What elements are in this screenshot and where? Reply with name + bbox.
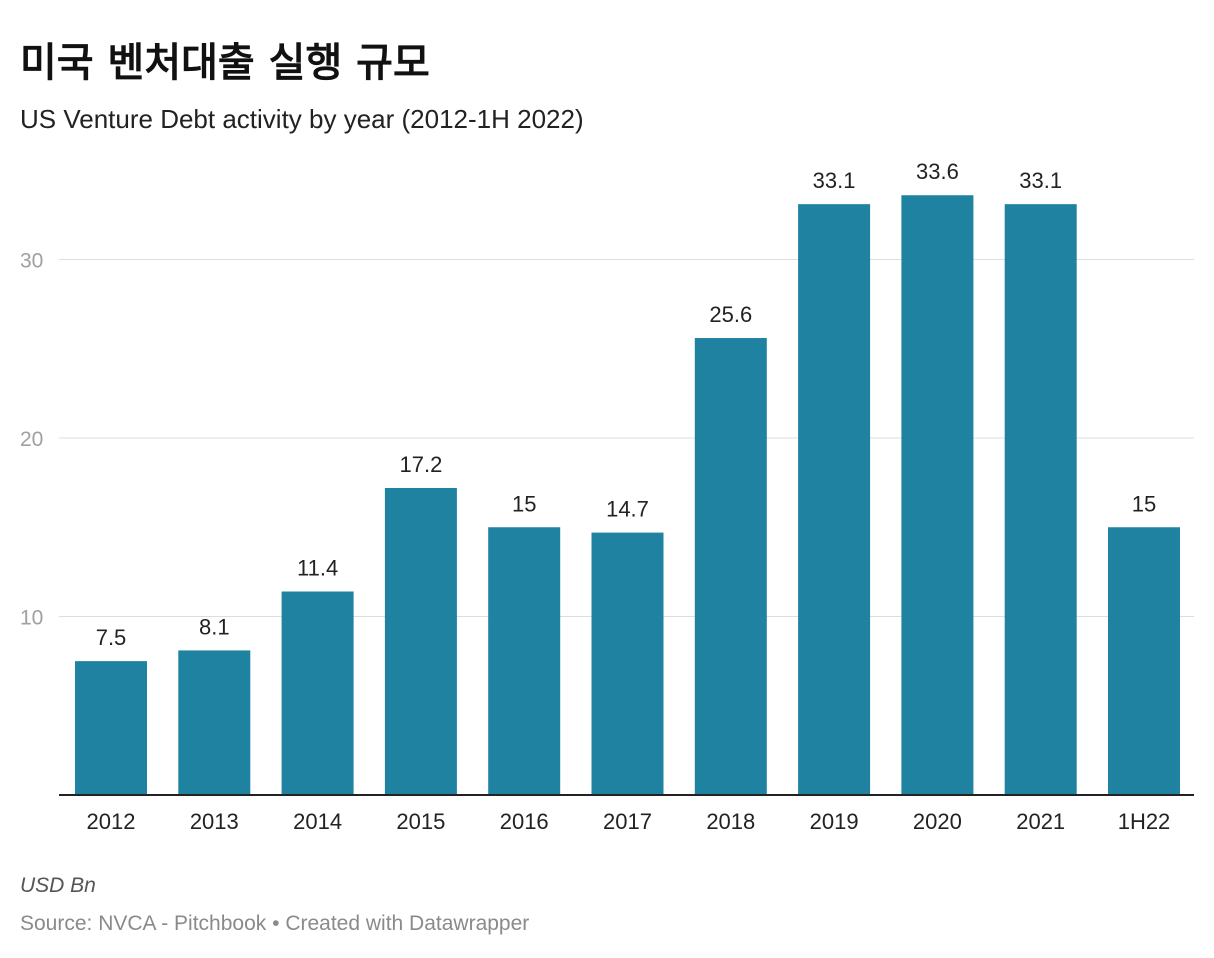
bar-value-label: 15 [512, 491, 536, 516]
x-tick-label: 2016 [500, 809, 549, 834]
x-tick-label: 2012 [87, 809, 136, 834]
bar-value-label: 17.2 [399, 452, 442, 477]
x-tick-label: 2020 [913, 809, 962, 834]
credit-text: Created with Datawrapper [285, 912, 530, 935]
bar-value-label: 25.6 [709, 302, 752, 327]
chart-subtitle: US Venture Debt activity by year (2012-1… [20, 104, 584, 134]
x-tick-label: 2015 [396, 809, 445, 834]
bar [178, 650, 251, 795]
x-tick-label: 2017 [603, 809, 652, 834]
bar [1004, 204, 1077, 796]
bar [798, 204, 871, 796]
footer: Source: NVCA - Pitchbook • Created with … [20, 912, 529, 936]
bar-value-label: 33.1 [1019, 168, 1062, 193]
footer-separator: • [272, 912, 280, 935]
x-tick-label: 2021 [1016, 809, 1065, 834]
unit-note: USD Bn [20, 874, 96, 897]
x-tick-label: 2019 [810, 809, 859, 834]
x-tick-label: 2013 [190, 809, 239, 834]
bar [591, 532, 664, 795]
bar [281, 591, 354, 795]
bar [75, 661, 147, 795]
bar-value-label: 33.1 [813, 168, 856, 193]
bar [901, 195, 974, 796]
bar [488, 527, 561, 795]
bar-value-label: 15 [1132, 491, 1156, 516]
chart-title: 미국 벤처대출 실행 규모 [20, 40, 430, 86]
bar-chart: 10 20 30 7.5 2012 8.1 2013 11.4 2014 17.2 2015 15 20… [20, 159, 1194, 834]
bar-value-label: 7.5 [96, 625, 127, 650]
x-tick-label: 2018 [706, 809, 755, 834]
x-tick-label: 2014 [293, 809, 342, 834]
x-tick-label: 1H22 [1118, 809, 1171, 834]
y-tick-label: 30 [20, 250, 43, 273]
source-text: Source: NVCA - Pitchbook [20, 912, 267, 935]
bar-value-label: 8.1 [199, 614, 230, 639]
bar-value-label: 33.6 [916, 159, 959, 184]
bar [694, 338, 767, 795]
y-tick-label: 10 [20, 607, 43, 630]
y-tick-label: 20 [20, 428, 43, 451]
bar-value-label: 14.7 [606, 497, 649, 522]
bar-value-label: 11.4 [297, 556, 338, 581]
bar [1108, 527, 1180, 795]
bar [384, 487, 457, 795]
